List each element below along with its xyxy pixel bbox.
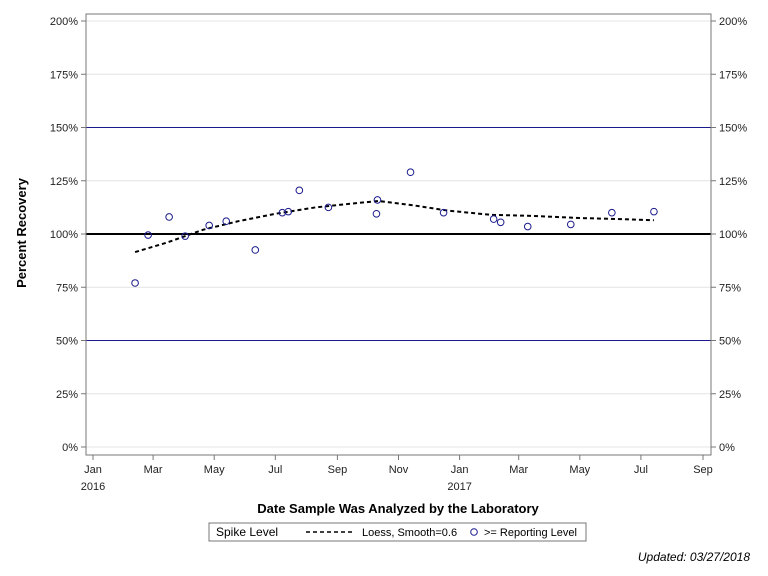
y-tick-label: 125% <box>50 176 78 188</box>
y-tick-label-right: 100% <box>719 229 747 241</box>
legend-point-swatch <box>470 528 478 536</box>
data-point <box>372 209 381 218</box>
loess-series <box>134 199 654 254</box>
legend-point-label: >= Reporting Level <box>484 527 577 539</box>
x-tick-label: Jan <box>451 464 469 476</box>
x-tick-label: May <box>569 464 590 476</box>
data-point <box>650 207 658 216</box>
y-tick-label: 150% <box>50 123 78 135</box>
data-point <box>205 221 213 230</box>
legend-loess-label: Loess, Smooth=0.6 <box>362 527 457 539</box>
data-point <box>165 213 173 221</box>
data-point <box>181 232 189 240</box>
legend-box <box>208 522 587 542</box>
y-tick-label-right: 25% <box>719 389 741 401</box>
x-tick-year-label: 2017 <box>447 481 471 493</box>
y-tick-label-right: 175% <box>719 69 747 81</box>
y-tick-label-right: 125% <box>719 176 747 188</box>
y-tick-label: 25% <box>56 389 78 401</box>
y-tick-label: 50% <box>56 336 78 348</box>
data-point <box>324 203 333 212</box>
y-tick-label-right: 200% <box>719 16 747 28</box>
y-tick-label: 0% <box>62 442 78 454</box>
y-tick-label: 175% <box>50 69 78 81</box>
data-point <box>406 168 415 177</box>
data-point <box>144 231 152 239</box>
data-point <box>566 220 575 229</box>
y-tick-label-right: 150% <box>719 123 747 135</box>
x-tick-label: Mar <box>144 464 163 476</box>
x-tick-label: Sep <box>693 464 713 476</box>
data-point <box>295 186 304 195</box>
x-tick-label: May <box>204 464 225 476</box>
y-tick-label: 75% <box>56 282 78 294</box>
legend: Spike Level Loess, Smooth=0.6 >= Reporti… <box>208 522 587 542</box>
x-tick-label: Nov <box>389 464 409 476</box>
x-tick-label: Mar <box>509 464 528 476</box>
data-point <box>523 222 532 231</box>
reference-lines <box>86 127 711 341</box>
y-tick-label-right: 75% <box>719 282 741 294</box>
data-point <box>284 207 293 216</box>
data-point <box>131 279 139 287</box>
legend-title: Spike Level <box>216 525 278 539</box>
y-axis-left: 0% 25% 50% 75% 100% 125% 150% 175% 200% <box>50 16 86 454</box>
data-point <box>496 218 505 227</box>
reporting-level-series <box>131 168 658 287</box>
y-tick-label-right: 0% <box>719 442 735 454</box>
x-tick-year-label: 2016 <box>81 481 105 493</box>
y-tick-label: 100% <box>50 229 78 241</box>
data-point <box>222 217 231 226</box>
y-axis-right: 0% 25% 50% 75% 100% 125% 150% 175% 200% <box>711 16 747 454</box>
y-tick-label-right: 50% <box>719 336 741 348</box>
y-tick-label: 200% <box>50 16 78 28</box>
loess-line <box>134 199 654 254</box>
y-axis-title: Percent Recovery <box>14 177 29 288</box>
x-axis-title: Date Sample Was Analyzed by the Laborato… <box>257 501 539 516</box>
x-tick-label: Sep <box>328 464 348 476</box>
x-tick-label: Jul <box>634 464 648 476</box>
data-point <box>608 208 616 217</box>
x-axis: Jan 2016 Mar May Jul Sep Nov Jan 2017 Mar May Jul Se… <box>81 455 713 493</box>
x-tick-label: Jul <box>268 464 282 476</box>
x-tick-label: Jan <box>84 464 102 476</box>
data-point <box>489 215 498 223</box>
updated-timestamp: Updated: 03/27/2018 <box>638 550 750 564</box>
data-point <box>439 208 448 217</box>
data-point <box>251 246 260 254</box>
data-point <box>373 196 382 204</box>
